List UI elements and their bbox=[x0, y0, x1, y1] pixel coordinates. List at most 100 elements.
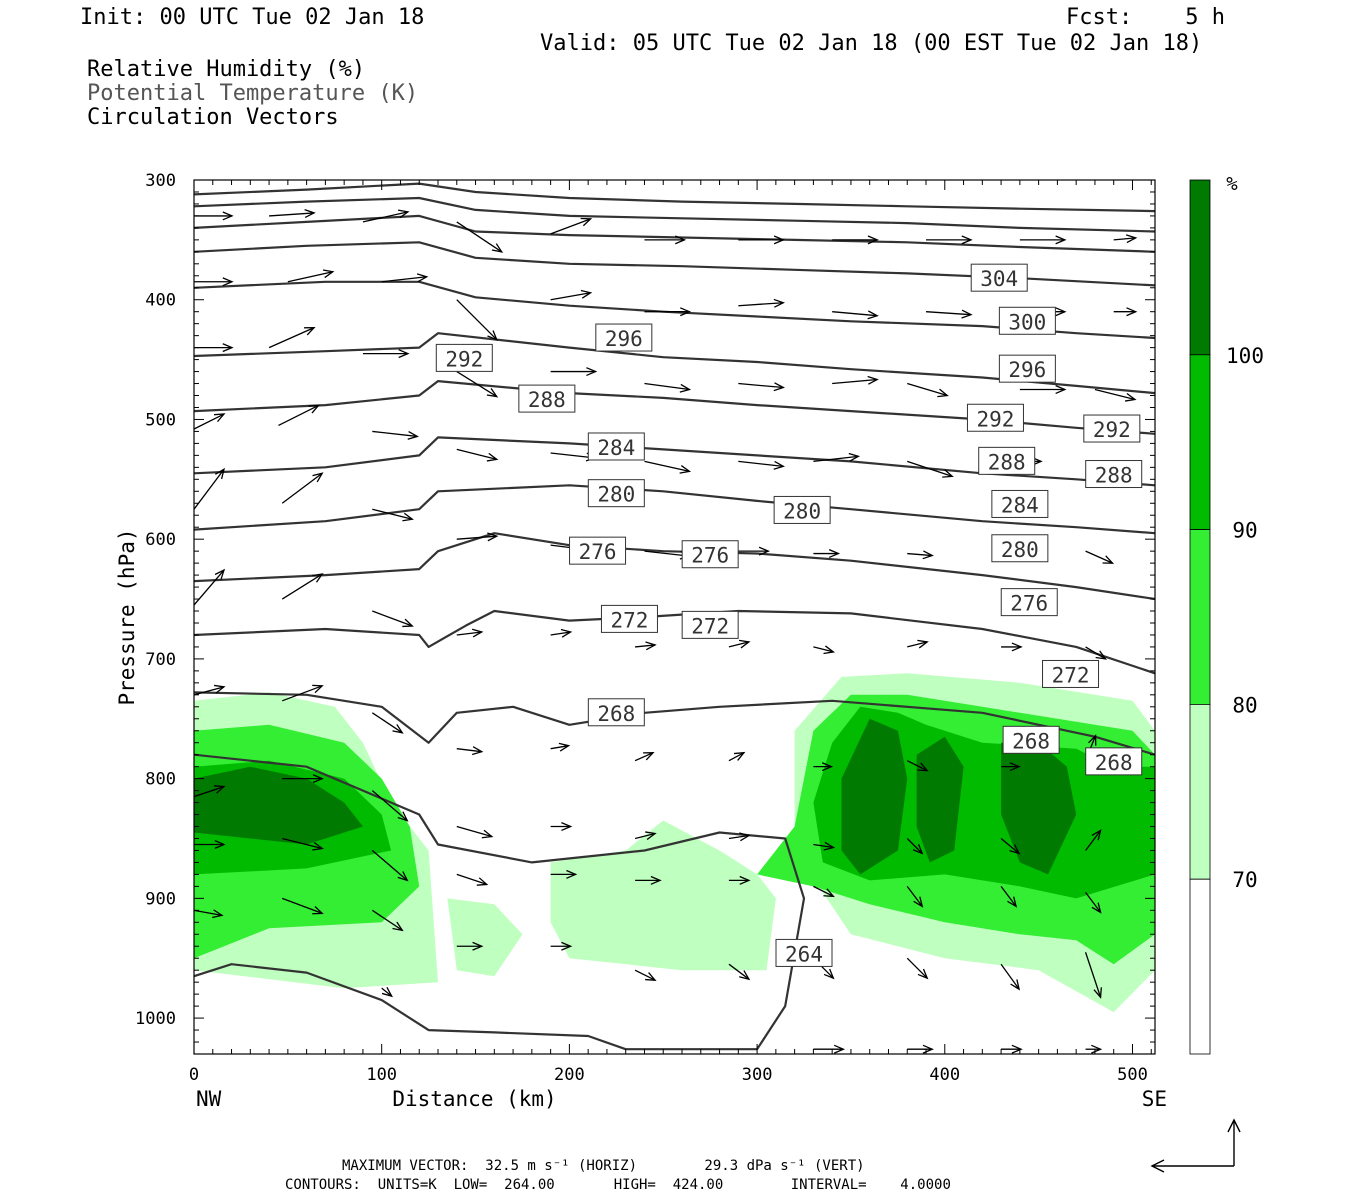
theta-label: 304 bbox=[970, 263, 1028, 292]
x-tick-label: 300 bbox=[742, 1065, 773, 1085]
vector-head bbox=[1055, 235, 1067, 245]
vector-head bbox=[823, 645, 836, 655]
theta-label: 288 bbox=[518, 384, 576, 413]
x-tick-label: 0 bbox=[189, 1065, 199, 1085]
theta-label: 284 bbox=[991, 489, 1049, 518]
theta-label-box bbox=[978, 446, 1036, 475]
theta-label-box bbox=[991, 489, 1049, 518]
vector-shaft bbox=[1085, 646, 1106, 660]
circulation-vector bbox=[635, 641, 657, 651]
vector-shaft bbox=[1085, 830, 1102, 851]
x-tick-label: 100 bbox=[366, 1065, 397, 1085]
vector-head bbox=[1010, 979, 1021, 991]
vector-shaft bbox=[1113, 237, 1136, 241]
circulation-vector bbox=[635, 875, 662, 885]
circulation-vector bbox=[456, 532, 499, 542]
theta-label-box bbox=[1083, 414, 1141, 443]
vector-shaft bbox=[728, 641, 750, 648]
circulation-vector bbox=[1001, 642, 1023, 652]
colorbar-label: 100 bbox=[1226, 344, 1264, 368]
vector-shaft bbox=[371, 790, 408, 822]
vector-shaft bbox=[813, 843, 834, 849]
vector-head bbox=[471, 746, 484, 756]
vector-head bbox=[643, 751, 655, 761]
circulation-vector bbox=[194, 343, 234, 353]
theta-label-box bbox=[773, 495, 831, 524]
vector-shaft bbox=[281, 897, 323, 914]
theta-label-text: 296 bbox=[1008, 358, 1046, 382]
vector-shaft bbox=[907, 641, 928, 648]
circulation-vector bbox=[287, 269, 335, 283]
circulation-vector bbox=[281, 684, 324, 702]
circulation-vector bbox=[1084, 952, 1102, 999]
vector-shaft bbox=[372, 430, 418, 438]
theta-label-box bbox=[1042, 659, 1100, 688]
circulation-vector bbox=[813, 452, 861, 463]
vector-head bbox=[1011, 1044, 1023, 1054]
vector-head bbox=[416, 273, 429, 283]
vector-head bbox=[312, 573, 324, 583]
vector-head bbox=[561, 822, 573, 832]
vector-shaft bbox=[728, 963, 750, 980]
max-vector-indicator bbox=[1150, 1118, 1241, 1173]
theta-label-box bbox=[1002, 725, 1060, 754]
vector-shaft bbox=[1000, 963, 1020, 990]
vector-shaft bbox=[1000, 837, 1020, 854]
rh-region-70 bbox=[550, 820, 776, 971]
circulation-vector bbox=[194, 839, 226, 849]
vector-head bbox=[580, 289, 593, 299]
theta-label-text: 304 bbox=[980, 267, 1018, 291]
vector-shaft bbox=[906, 760, 928, 772]
vector-head bbox=[1124, 392, 1137, 402]
circulation-vector bbox=[268, 326, 316, 349]
vector-shaft bbox=[907, 382, 948, 397]
vector-shaft bbox=[832, 311, 878, 317]
valid-time: Valid: 05 UTC Tue 02 Jan 18 (00 EST Tue … bbox=[540, 31, 1203, 56]
x-tick-label: 200 bbox=[554, 1065, 585, 1085]
circulation-vector bbox=[371, 790, 409, 822]
vector-shaft bbox=[1094, 388, 1136, 401]
vert-scale-arrowhead bbox=[1227, 1118, 1241, 1133]
theta-label: 292 bbox=[1083, 414, 1141, 443]
vector-head bbox=[739, 970, 751, 981]
circulation-vector bbox=[634, 969, 657, 981]
circulation-vector bbox=[906, 760, 929, 772]
colorbar-segment bbox=[1189, 878, 1211, 1055]
theta-label-text: 268 bbox=[597, 702, 635, 726]
circulation-vector bbox=[738, 235, 785, 245]
plot-area: 304 300 296 296 292 292 292 288 288 288 284 284 280 2… bbox=[194, 182, 1155, 1054]
theta-label: 280 bbox=[991, 534, 1049, 563]
vector-shaft bbox=[728, 834, 750, 840]
vector-shaft bbox=[907, 552, 933, 557]
theta-label: 296 bbox=[595, 323, 653, 352]
theta-label-text: 288 bbox=[1095, 464, 1133, 488]
vector-head bbox=[733, 751, 746, 761]
circulation-vector bbox=[738, 382, 785, 392]
circulation-vector bbox=[550, 869, 578, 879]
circulation-vector bbox=[738, 460, 785, 470]
circulation-vector bbox=[832, 310, 879, 320]
colorbar-label: 80 bbox=[1232, 693, 1257, 717]
theta-label-box bbox=[681, 610, 739, 639]
vector-head bbox=[397, 811, 409, 822]
theta-label-text: 284 bbox=[1001, 493, 1039, 517]
legend-vectors: Circulation Vectors bbox=[87, 105, 339, 130]
theta-label-text: 288 bbox=[528, 388, 566, 412]
circulation-vector bbox=[371, 849, 409, 882]
vector-head bbox=[773, 235, 785, 245]
theta-label: 288 bbox=[978, 446, 1036, 475]
theta-label-box bbox=[991, 534, 1049, 563]
circulation-vector bbox=[194, 211, 234, 221]
circulation-vector bbox=[634, 751, 655, 762]
vector-head bbox=[1125, 234, 1138, 244]
vector-head bbox=[381, 987, 393, 998]
vector-head bbox=[1011, 642, 1023, 652]
circulation-vector bbox=[278, 404, 320, 427]
vector-head bbox=[679, 383, 692, 393]
vector-head bbox=[1055, 385, 1067, 395]
theta-label-box bbox=[569, 536, 627, 565]
theta-label: 268 bbox=[587, 698, 645, 727]
theta-label-box bbox=[970, 263, 1028, 292]
vector-shaft bbox=[456, 873, 487, 886]
theta-contour-264 bbox=[194, 753, 806, 1051]
